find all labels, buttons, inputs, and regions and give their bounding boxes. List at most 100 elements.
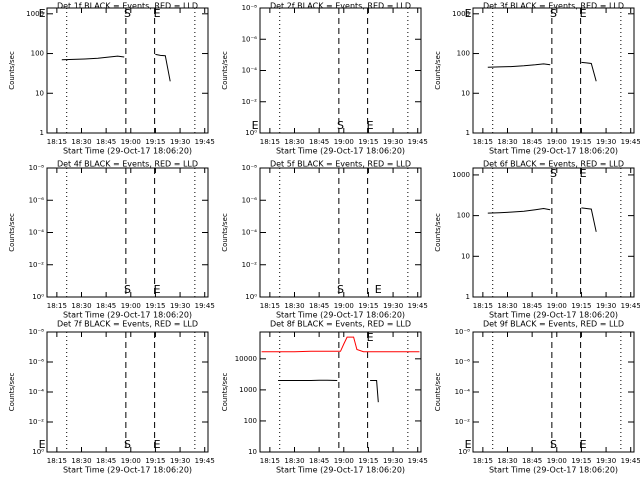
x-tick-label: 19:30 xyxy=(383,457,403,465)
x-tick-label: 19:15 xyxy=(571,457,591,465)
plot-frame xyxy=(259,167,422,298)
y-tick-label: 1 xyxy=(466,293,470,301)
y-tick-label: 10⁻⁶ xyxy=(242,196,258,204)
x-tick-label: 19:00 xyxy=(121,302,141,310)
annotation: S xyxy=(124,283,131,296)
y-tick-label: 10⁻⁴ xyxy=(242,229,258,237)
panel-title: Det 5f BLACK = Events, RED = LLD xyxy=(270,160,411,169)
x-tick-label: 19:00 xyxy=(334,138,354,146)
y-tick-label: 10⁻² xyxy=(455,418,471,426)
panel-title: Det 8f BLACK = Events, RED = LLD xyxy=(270,320,411,329)
x-tick-label: 19:00 xyxy=(334,457,354,465)
x-axis-label: Start Time (29-Oct-17 18:06:20) xyxy=(489,311,618,320)
x-tick-label: 19:45 xyxy=(408,138,428,146)
panel: Det 6f BLACK = Events, RED = LLD Counts/s… xyxy=(434,160,640,320)
y-tick-label: 10⁰ xyxy=(245,129,257,137)
annotation: E xyxy=(580,167,587,180)
x-tick-label: 19:45 xyxy=(408,457,428,465)
y-tick-label: 1 xyxy=(466,129,470,137)
x-axis-label: Start Time (29-Oct-17 18:06:20) xyxy=(276,311,405,320)
y-tick-label: 100 xyxy=(457,50,470,58)
x-tick-label: 18:30 xyxy=(497,302,517,310)
y-tick-label: 10⁻⁴ xyxy=(455,388,471,396)
x-tick-label: 19:45 xyxy=(621,302,640,310)
y-axis-label: Counts/sec xyxy=(8,213,16,252)
y-tick-label: 1000 xyxy=(26,10,44,18)
x-tick-label: 18:45 xyxy=(522,138,542,146)
panel-title: Det 4f BLACK = Events, RED = LLD xyxy=(57,160,198,169)
annotation: E xyxy=(154,283,161,296)
panel: Det 9f BLACK = Events, RED = LLD Counts/s… xyxy=(434,320,640,475)
x-tick-label: 19:15 xyxy=(145,302,165,310)
x-tick-label: 18:30 xyxy=(284,457,304,465)
y-tick-label: 10⁻⁴ xyxy=(242,67,258,75)
y-tick-label: 10⁻⁶ xyxy=(29,358,45,366)
x-tick-label: 19:30 xyxy=(596,302,616,310)
panel-title: Det 2f BLACK = Events, RED = LLD xyxy=(270,2,411,11)
annotation: E xyxy=(465,7,472,20)
series-line xyxy=(278,379,379,403)
panel-title: Det 6f BLACK = Events, RED = LLD xyxy=(483,160,624,169)
x-tick-label: 19:15 xyxy=(358,138,378,146)
x-tick-label: 19:30 xyxy=(596,138,616,146)
x-tick-label: 18:15 xyxy=(260,302,280,310)
x-axis-label: Start Time (29-Oct-17 18:06:20) xyxy=(63,311,192,320)
x-tick-label: 18:15 xyxy=(47,457,67,465)
annotation: E xyxy=(154,7,161,20)
x-tick-label: 18:15 xyxy=(473,138,493,146)
x-tick-label: 19:00 xyxy=(547,457,567,465)
y-tick-label: 1000 xyxy=(452,171,470,179)
y-tick-label: 10⁰ xyxy=(32,448,44,456)
annotation: E xyxy=(580,438,587,451)
annotation: S xyxy=(550,438,557,451)
x-tick-label: 19:45 xyxy=(408,302,428,310)
x-tick-label: 18:45 xyxy=(309,302,329,310)
y-tick-label: 1000 xyxy=(452,10,470,18)
x-tick-label: 18:45 xyxy=(309,138,329,146)
x-tick-label: 19:45 xyxy=(195,138,215,146)
y-axis-label: Counts/sec xyxy=(434,373,442,412)
series-line xyxy=(487,207,597,232)
y-tick-label: 10⁻⁶ xyxy=(29,196,45,204)
y-tick-label: 10⁻² xyxy=(242,98,258,106)
annotation: E xyxy=(252,119,259,132)
y-axis-label: Counts/sec xyxy=(221,373,229,412)
x-tick-label: 19:15 xyxy=(571,302,591,310)
annotation: E xyxy=(580,7,587,20)
x-tick-label: 18:30 xyxy=(497,457,517,465)
x-tick-label: 19:45 xyxy=(621,457,640,465)
y-tick-label: 10⁻⁴ xyxy=(29,388,45,396)
x-tick-label: 19:00 xyxy=(121,138,141,146)
x-tick-label: 19:45 xyxy=(621,138,640,146)
y-tick-label: 10⁻⁸ xyxy=(455,328,471,336)
x-tick-label: 19:15 xyxy=(358,457,378,465)
x-tick-label: 18:15 xyxy=(473,457,493,465)
y-tick-label: 10⁻² xyxy=(29,418,45,426)
annotation: E xyxy=(375,283,382,296)
x-tick-label: 19:30 xyxy=(170,302,190,310)
y-tick-label: 10⁻⁸ xyxy=(242,4,258,12)
plot-frame xyxy=(472,7,635,134)
x-tick-label: 18:30 xyxy=(284,302,304,310)
y-axis-label: Counts/sec xyxy=(8,373,16,412)
x-axis-label: Start Time (29-Oct-17 18:06:20) xyxy=(276,466,405,475)
y-tick-label: 10⁰ xyxy=(245,293,257,301)
plot-frame xyxy=(46,7,209,134)
y-tick-label: 10⁰ xyxy=(458,448,470,456)
panel-title: Det 9f BLACK = Events, RED = LLD xyxy=(483,320,624,329)
y-tick-label: 10⁻⁸ xyxy=(242,164,258,172)
y-tick-label: 10⁻⁴ xyxy=(29,229,45,237)
y-tick-label: 100 xyxy=(457,212,470,220)
y-tick-label: 10⁻⁶ xyxy=(455,358,471,366)
x-axis-label: Start Time (29-Oct-17 18:06:20) xyxy=(63,147,192,156)
x-tick-label: 19:15 xyxy=(145,138,165,146)
y-tick-label: 100 xyxy=(31,50,44,58)
panel-title: Det 7f BLACK = Events, RED = LLD xyxy=(57,320,198,329)
x-axis-label: Start Time (29-Oct-17 18:06:20) xyxy=(489,147,618,156)
panel: Det 8f BLACK = Events, RED = LLD Counts/s… xyxy=(221,320,428,475)
x-tick-label: 19:45 xyxy=(195,302,215,310)
annotation: E xyxy=(367,119,374,132)
annotation: S xyxy=(124,438,131,451)
y-tick-label: 1000 xyxy=(239,386,257,394)
